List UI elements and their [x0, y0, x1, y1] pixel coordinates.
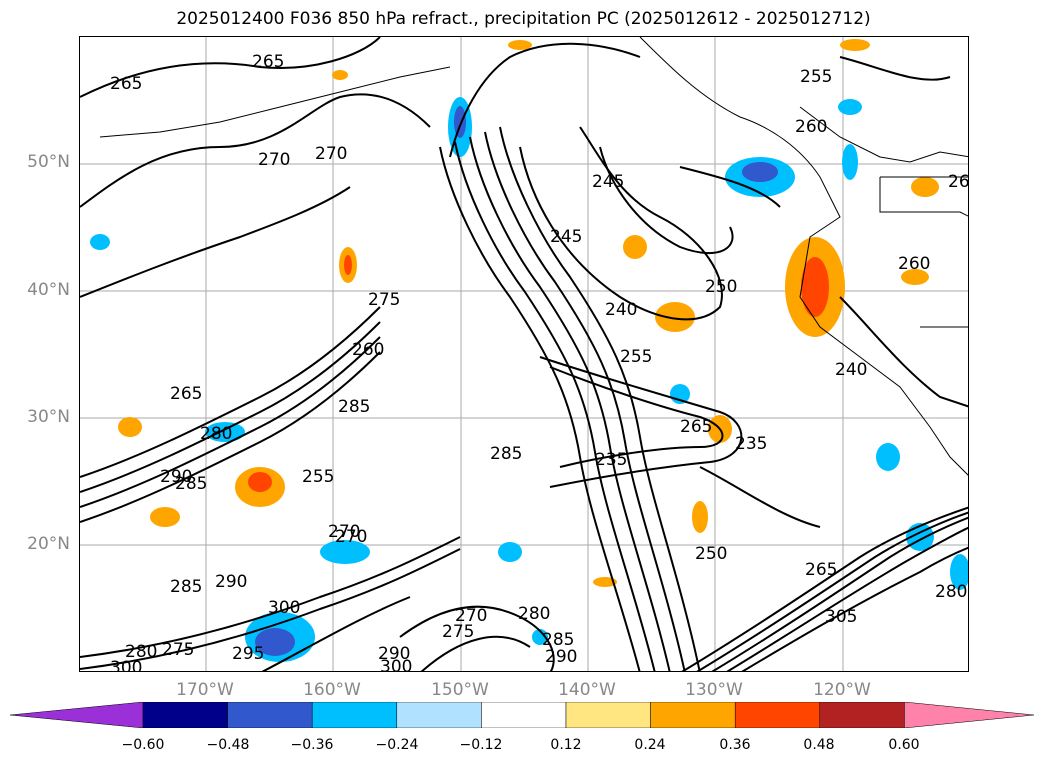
colorbar-extend-low: [10, 702, 144, 728]
contour-label: 240: [605, 300, 637, 320]
map-title: 2025012400 F036 850 hPa refract., precip…: [176, 9, 871, 29]
contour-label: 240: [835, 360, 867, 380]
colorbar-tick: −0.36: [290, 737, 334, 753]
contour-label: 280: [125, 642, 157, 662]
colorbar-bin: [565, 702, 651, 728]
lat-label-20n: 20°N: [27, 534, 70, 554]
lon-label-130w: 130°W: [685, 680, 743, 700]
contour-label: 235: [735, 434, 767, 454]
lon-label-120w: 120°W: [813, 680, 871, 700]
contour-label: 285: [170, 577, 202, 597]
contour-label: 265: [110, 74, 142, 94]
contour-label: 285: [338, 397, 370, 417]
lat-label-40n: 40°N: [27, 280, 70, 300]
contour-label: 285: [542, 630, 574, 650]
colorbar-tick: −0.12: [459, 737, 503, 753]
coastlines: [99, 37, 968, 476]
contour-label: 265: [170, 384, 202, 404]
map-canvas: 265 265 270 270 275 260 265 285 280 290 …: [80, 37, 969, 672]
colorbar-bin: [819, 702, 905, 728]
colorbar-bin: [734, 702, 821, 728]
contour-label: 245: [592, 172, 624, 192]
contour-label: 260: [795, 117, 827, 137]
contour-label: 300: [268, 598, 300, 618]
lat-label-50n: 50°N: [27, 152, 70, 172]
colorbar-tick: −0.60: [121, 737, 165, 753]
refractivity-contours: [80, 37, 968, 671]
contour-label: 305: [825, 607, 857, 627]
colorbar-tick: −0.48: [206, 737, 250, 753]
contour-label: 270: [335, 527, 367, 547]
contour-label: 250: [705, 277, 737, 297]
colorbar-bin: [142, 702, 228, 728]
contour-label: 275: [442, 622, 474, 642]
contour-label: 290: [378, 644, 410, 664]
contour-label: 260: [898, 254, 930, 274]
contour-label: 265: [948, 172, 969, 192]
contour-label: 265: [680, 417, 712, 437]
contour-label: 250: [695, 544, 727, 564]
colorbar-bin: [481, 702, 567, 728]
contour-label: 270: [258, 150, 290, 170]
colorbar-tick: 0.24: [634, 737, 666, 753]
contour-label: 275: [162, 640, 194, 660]
colorbar-bin: [650, 702, 736, 728]
contour-label: 290: [545, 647, 577, 667]
contour-label: 285: [175, 474, 207, 494]
contour-label: 290: [215, 572, 247, 592]
contour-label: 245: [550, 227, 582, 247]
contour-label: 270: [328, 522, 360, 542]
contour-label: 280: [200, 424, 232, 444]
lon-label-150w: 150°W: [431, 680, 489, 700]
contour-label: 265: [252, 52, 284, 72]
contour-label: 260: [352, 340, 384, 360]
colorbar-tick: 0.60: [888, 737, 920, 753]
contour-labels: 265 265 270 270 275 260 265 285 280 290 …: [110, 52, 969, 672]
contour-label: 290: [160, 467, 192, 487]
colorbar-tick: −0.24: [375, 737, 419, 753]
colorbar: [10, 702, 1035, 728]
colorbar-tick: 0.12: [550, 737, 582, 753]
lat-label-30n: 30°N: [27, 407, 70, 427]
contour-label: 275: [368, 290, 400, 310]
colorbar-extend-high: [904, 702, 1035, 728]
contour-label: 300: [380, 657, 412, 672]
contour-label: 280: [935, 582, 967, 602]
precip-shading: [90, 39, 968, 662]
colorbar-bin: [396, 702, 482, 728]
contour-label: 295: [232, 644, 264, 664]
contour-label: 255: [620, 347, 652, 367]
contour-label: 270: [455, 606, 487, 626]
lon-label-140w: 140°W: [558, 680, 616, 700]
colorbar-bin: [311, 702, 398, 728]
contour-label: 300: [110, 658, 142, 672]
colorbar-tick: 0.48: [803, 737, 835, 753]
colorbar-tick: 0.36: [719, 737, 751, 753]
contour-label: 235: [595, 450, 627, 470]
lon-label-170w: 170°W: [176, 680, 234, 700]
contour-label: 285: [490, 444, 522, 464]
contour-label: 255: [302, 467, 334, 487]
lon-label-160w: 160°W: [303, 680, 361, 700]
contour-label: 270: [315, 144, 347, 164]
contour-label: 280: [518, 604, 550, 624]
contour-label: 265: [805, 560, 837, 580]
contour-label: 255: [800, 67, 832, 87]
colorbar-bin: [227, 702, 313, 728]
map-panel: 265 265 270 270 275 260 265 285 280 290 …: [79, 36, 969, 672]
